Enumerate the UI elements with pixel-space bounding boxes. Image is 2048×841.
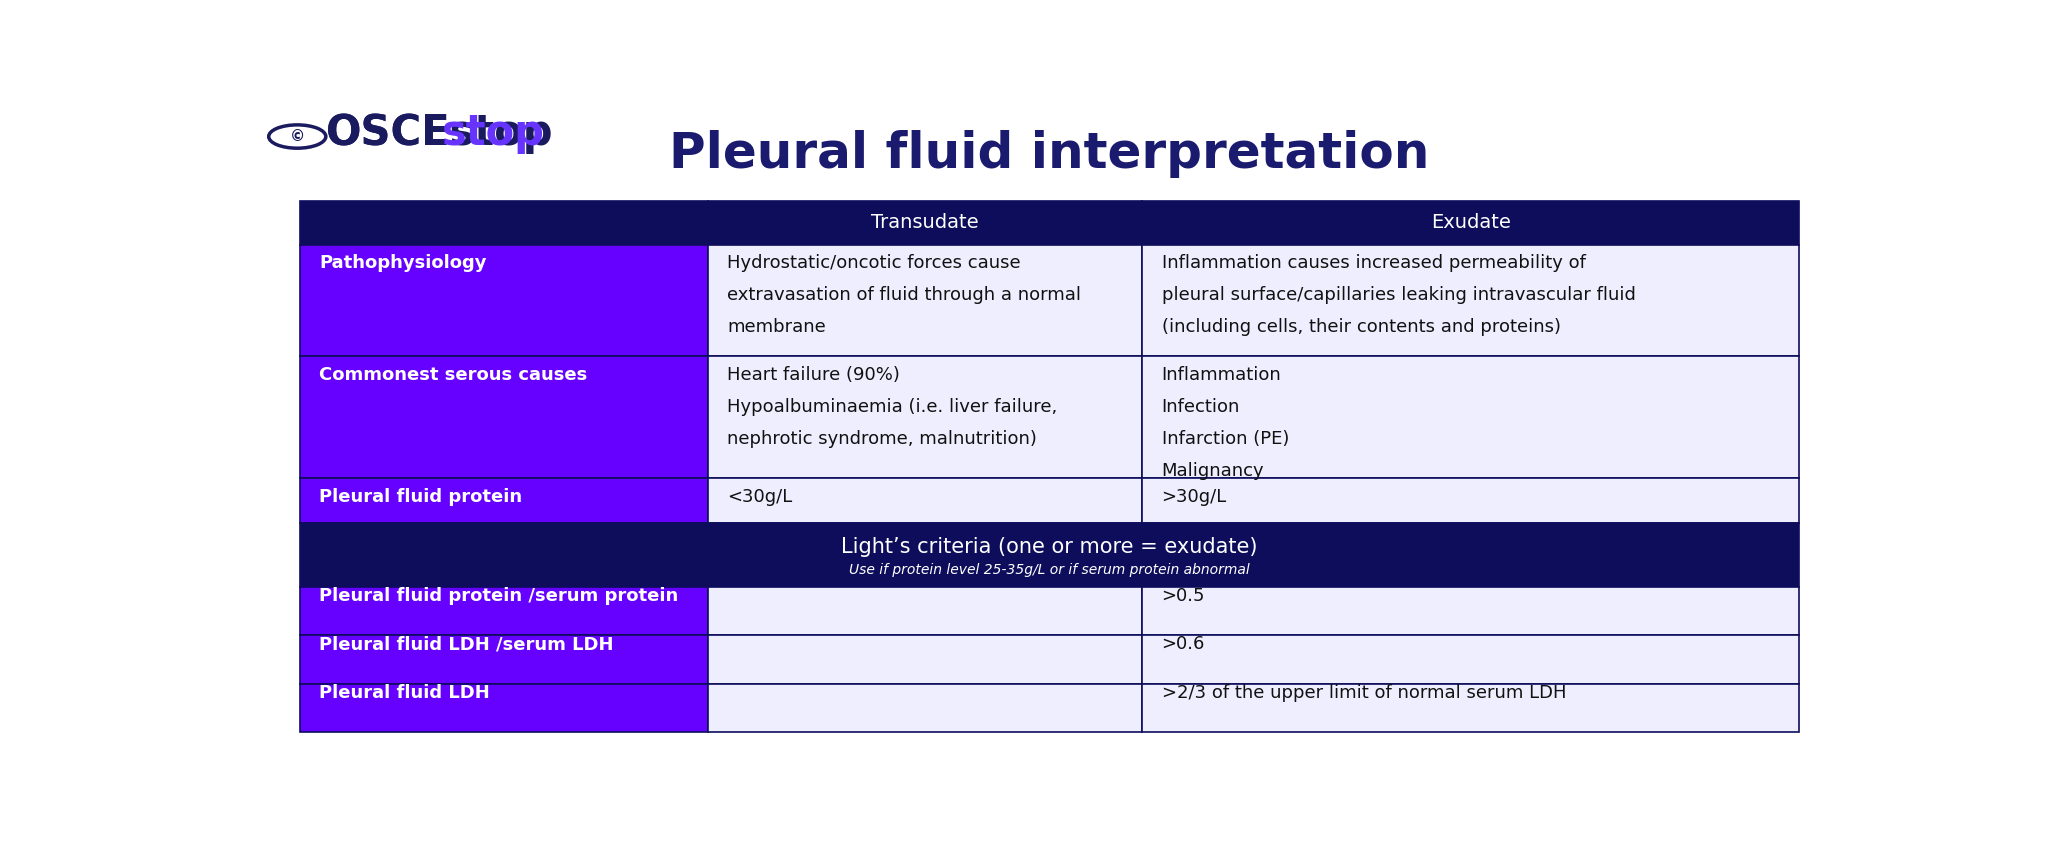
Text: Inflammation
Infection
Infarction (PE)
Malignancy: Inflammation Infection Infarction (PE) M… bbox=[1161, 366, 1288, 479]
Bar bbox=[1143, 684, 1798, 733]
Text: Pleural fluid interpretation: Pleural fluid interpretation bbox=[670, 130, 1430, 178]
Text: OSCEstop: OSCEstop bbox=[326, 113, 553, 154]
Bar bbox=[709, 245, 1143, 356]
Bar bbox=[709, 684, 1143, 733]
Text: Pathophysiology: Pathophysiology bbox=[319, 254, 487, 272]
Bar bbox=[1143, 356, 1798, 479]
Bar bbox=[1143, 635, 1798, 684]
Text: Heart failure (90%)
Hypoalbuminaemia (i.e. liver failure,
nephrotic syndrome, ma: Heart failure (90%) Hypoalbuminaemia (i.… bbox=[727, 366, 1057, 447]
Text: Inflammation causes increased permeability of
pleural surface/capillaries leakin: Inflammation causes increased permeabili… bbox=[1161, 254, 1636, 336]
Text: >30g/L: >30g/L bbox=[1161, 489, 1227, 506]
Bar bbox=[709, 201, 1143, 245]
Bar bbox=[301, 356, 709, 479]
Bar bbox=[1143, 479, 1798, 523]
Text: Transudate: Transudate bbox=[872, 214, 979, 232]
Bar bbox=[301, 523, 1798, 587]
Text: ©: © bbox=[289, 129, 305, 144]
Bar bbox=[301, 684, 709, 733]
Text: Exudate: Exudate bbox=[1432, 214, 1511, 232]
Text: Pleural fluid protein /serum protein: Pleural fluid protein /serum protein bbox=[319, 587, 678, 605]
Text: >0.6: >0.6 bbox=[1161, 635, 1204, 653]
Bar bbox=[301, 635, 709, 684]
Text: stop: stop bbox=[442, 113, 545, 154]
Text: >2/3 of the upper limit of normal serum LDH: >2/3 of the upper limit of normal serum … bbox=[1161, 684, 1567, 702]
Bar bbox=[301, 479, 709, 523]
Bar bbox=[1143, 201, 1798, 245]
Text: <30g/L: <30g/L bbox=[727, 489, 793, 506]
Text: Pleural fluid LDH: Pleural fluid LDH bbox=[319, 684, 489, 702]
Text: >0.5: >0.5 bbox=[1161, 587, 1204, 605]
Bar bbox=[709, 587, 1143, 635]
Bar bbox=[709, 479, 1143, 523]
Bar bbox=[301, 245, 709, 356]
Text: Pleural fluid LDH /serum LDH: Pleural fluid LDH /serum LDH bbox=[319, 635, 614, 653]
Text: Hydrostatic/oncotic forces cause
extravasation of fluid through a normal
membran: Hydrostatic/oncotic forces cause extrava… bbox=[727, 254, 1081, 336]
Text: Use if protein level 25-35g/L or if serum protein abnormal: Use if protein level 25-35g/L or if seru… bbox=[850, 563, 1249, 577]
Text: OSCE: OSCE bbox=[326, 113, 451, 154]
Bar bbox=[1143, 587, 1798, 635]
Bar bbox=[709, 635, 1143, 684]
Bar bbox=[709, 356, 1143, 479]
Bar bbox=[301, 201, 709, 245]
Bar bbox=[301, 587, 709, 635]
Text: Light’s criteria (one or more = exudate): Light’s criteria (one or more = exudate) bbox=[842, 537, 1257, 557]
Bar bbox=[1143, 245, 1798, 356]
Text: Pleural fluid protein: Pleural fluid protein bbox=[319, 489, 522, 506]
Text: Commonest serous causes: Commonest serous causes bbox=[319, 366, 588, 383]
